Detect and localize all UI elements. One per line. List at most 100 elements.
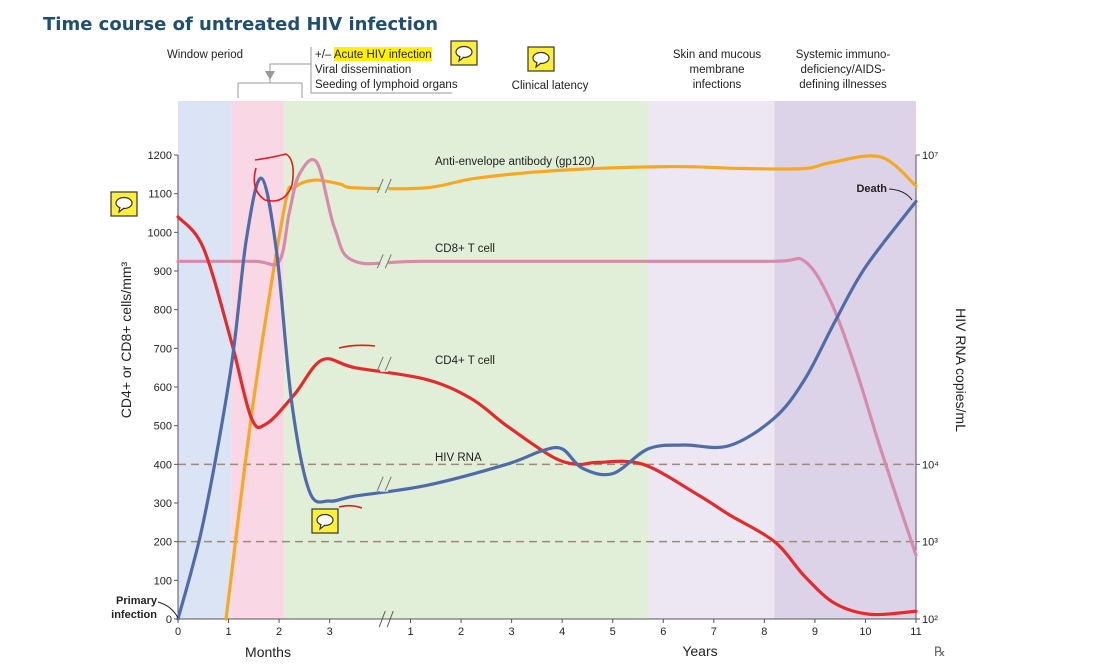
- comment-icon-acute-bubble: [455, 45, 473, 59]
- phase-label-2-0: Clinical latency: [512, 80, 589, 92]
- chart-title: Time course of untreated HIV infection: [43, 14, 438, 35]
- phase-band-4: [774, 101, 916, 619]
- y-tick-label-3: 300: [154, 498, 172, 510]
- phase-label-prefix: +/–: [315, 49, 334, 61]
- handwritten-circle: [253, 153, 294, 202]
- x-axis-label-months: Months: [245, 644, 291, 660]
- y-tick-label-2: 200: [154, 537, 172, 549]
- phase-label-3-1: membrane: [690, 64, 745, 76]
- phase-label-3-0: Skin and mucous: [673, 49, 761, 61]
- primary-arrow: [157, 601, 179, 619]
- curve-break-gap-1: [380, 253, 389, 270]
- phase-labels: Window period +/– Acute HIV infection Vira…: [167, 47, 890, 98]
- series-label-3: HIV RNA: [435, 452, 482, 464]
- x-year-tick-label-7: 8: [761, 626, 767, 638]
- curve-break-mark-0: [376, 178, 392, 194]
- watermark: ℞: [934, 644, 946, 659]
- comment-icon-acute-box: [450, 40, 478, 66]
- comment-icon-acute-tail: [458, 55, 465, 63]
- handwritten-mark-1: [338, 344, 376, 349]
- series-line-3: [176, 176, 918, 621]
- x-axis-break: [378, 610, 394, 628]
- phase-label-4-0: Systemic immuno-: [796, 49, 891, 61]
- x-year-tick-label-1: 2: [458, 626, 464, 638]
- x-month-tick-label-3: 3: [327, 626, 333, 638]
- comment-icon-rna-tail: [319, 523, 326, 531]
- series-line-0: [224, 154, 918, 621]
- series-label-0: Anti-envelope antibody (gp120): [435, 156, 595, 168]
- comment-icon-latency-bubble: [532, 51, 550, 65]
- y-tick-label-0: 0: [166, 614, 172, 626]
- highlight-box: [334, 47, 432, 61]
- y-tick-label-5: 500: [154, 421, 172, 433]
- comment-icon-acute: [450, 40, 478, 66]
- y-tick-label-8: 800: [154, 305, 172, 317]
- x-month-tick-label-0: 0: [175, 626, 181, 638]
- comment-icon-axis-bubble: [115, 196, 133, 210]
- series-line-2: [176, 215, 918, 617]
- y-right-tick-label-1: 10³: [922, 537, 938, 549]
- series-line-1: [176, 158, 918, 557]
- y-tick-label-6: 600: [154, 382, 172, 394]
- x-month-tick-label-2: 2: [276, 626, 282, 638]
- phase-label-highlight: Acute HIV infection: [334, 49, 432, 61]
- phase-band-3: [648, 101, 775, 619]
- y-right-tick-label-2: 10⁴: [922, 459, 939, 471]
- x-year-tick-label-8: 9: [812, 626, 818, 638]
- phase-label-0-0: Window period: [167, 49, 243, 61]
- death-arrow: [888, 188, 913, 201]
- y-tick-label-1: 100: [154, 575, 172, 587]
- acute-bracket: [310, 47, 452, 94]
- x-year-tick-label-4: 5: [610, 626, 616, 638]
- phase-label-1-1: Viral dissemination: [315, 64, 411, 76]
- phase-label-1-0: +/– Acute HIV infection: [315, 49, 432, 61]
- y-tick-label-7: 700: [154, 343, 172, 355]
- phase-label-3-2: infections: [693, 79, 742, 91]
- comment-icon-axis-tail: [118, 206, 125, 214]
- comment-icon-axis: [110, 191, 138, 217]
- y-tick-label-10: 1000: [148, 227, 172, 239]
- series-label-2: CD4+ T cell: [435, 355, 495, 367]
- x-year-tick-label-3: 4: [559, 626, 565, 638]
- comment-icon-latency-tail: [535, 61, 542, 69]
- x-year-tick-label-10: 11: [910, 626, 921, 638]
- x-year-tick-label-9: 10: [859, 626, 871, 638]
- y-tick-label-4: 400: [154, 459, 172, 471]
- curve-break-gap-0: [380, 177, 389, 194]
- comment-icon-rna-bubble: [316, 513, 334, 527]
- notes: Primary infection Death: [110, 40, 913, 621]
- labels: Anti-envelope antibody (gp120) CD8+ T cel…: [435, 156, 595, 464]
- axes: 0100200300400500600700800900100011001200…: [148, 150, 940, 638]
- curve-break-mark-2: [376, 356, 392, 371]
- curve-break-mark-3: [376, 476, 392, 491]
- bracket-arrow: [265, 71, 275, 80]
- curve-break-gap-2: [380, 355, 389, 372]
- y-right-tick-label-0: 10²: [922, 614, 938, 626]
- x-year-tick-label-5: 6: [660, 626, 666, 638]
- x-axis-label-years: Years: [682, 643, 717, 659]
- x-year-tick-label-0: 1: [407, 626, 413, 638]
- curve-break-mark-1: [376, 254, 392, 269]
- y-right-tick-label-3: 10⁷: [922, 150, 938, 162]
- x-year-tick-label-2: 3: [509, 626, 515, 638]
- series-label-1: CD8+ T cell: [435, 243, 495, 255]
- comment-icon-latency: [527, 46, 555, 72]
- y-tick-label-9: 900: [154, 266, 172, 278]
- handwritten-mark-2: [338, 504, 363, 509]
- phase-label-1-2: Seeding of lymphoid organs: [315, 79, 458, 91]
- phase-band-0: [178, 101, 232, 619]
- primary-infection-label-2: infection: [111, 609, 157, 621]
- y-tick-label-12: 1200: [148, 150, 172, 162]
- phase-label-4-1: deficiency/AIDS-: [800, 64, 885, 76]
- y-tick-label-11: 1100: [148, 189, 172, 201]
- y-axis-label-left: CD4+ or CD8+ cells/mm³: [118, 261, 134, 418]
- comment-icon-rna: [311, 508, 339, 534]
- bracket-connector: [269, 63, 311, 83]
- curve-break-gap-3: [380, 475, 389, 492]
- y-axis-label-right: HIV RNA copies/mL: [953, 308, 969, 432]
- window-bracket: [237, 82, 303, 98]
- x-year-tick-label-6: 7: [711, 626, 717, 638]
- x-month-tick-label-1: 1: [225, 626, 231, 638]
- phase-label-4-2: defining illnesses: [799, 79, 887, 91]
- primary-infection-label-1: Primary: [116, 595, 158, 607]
